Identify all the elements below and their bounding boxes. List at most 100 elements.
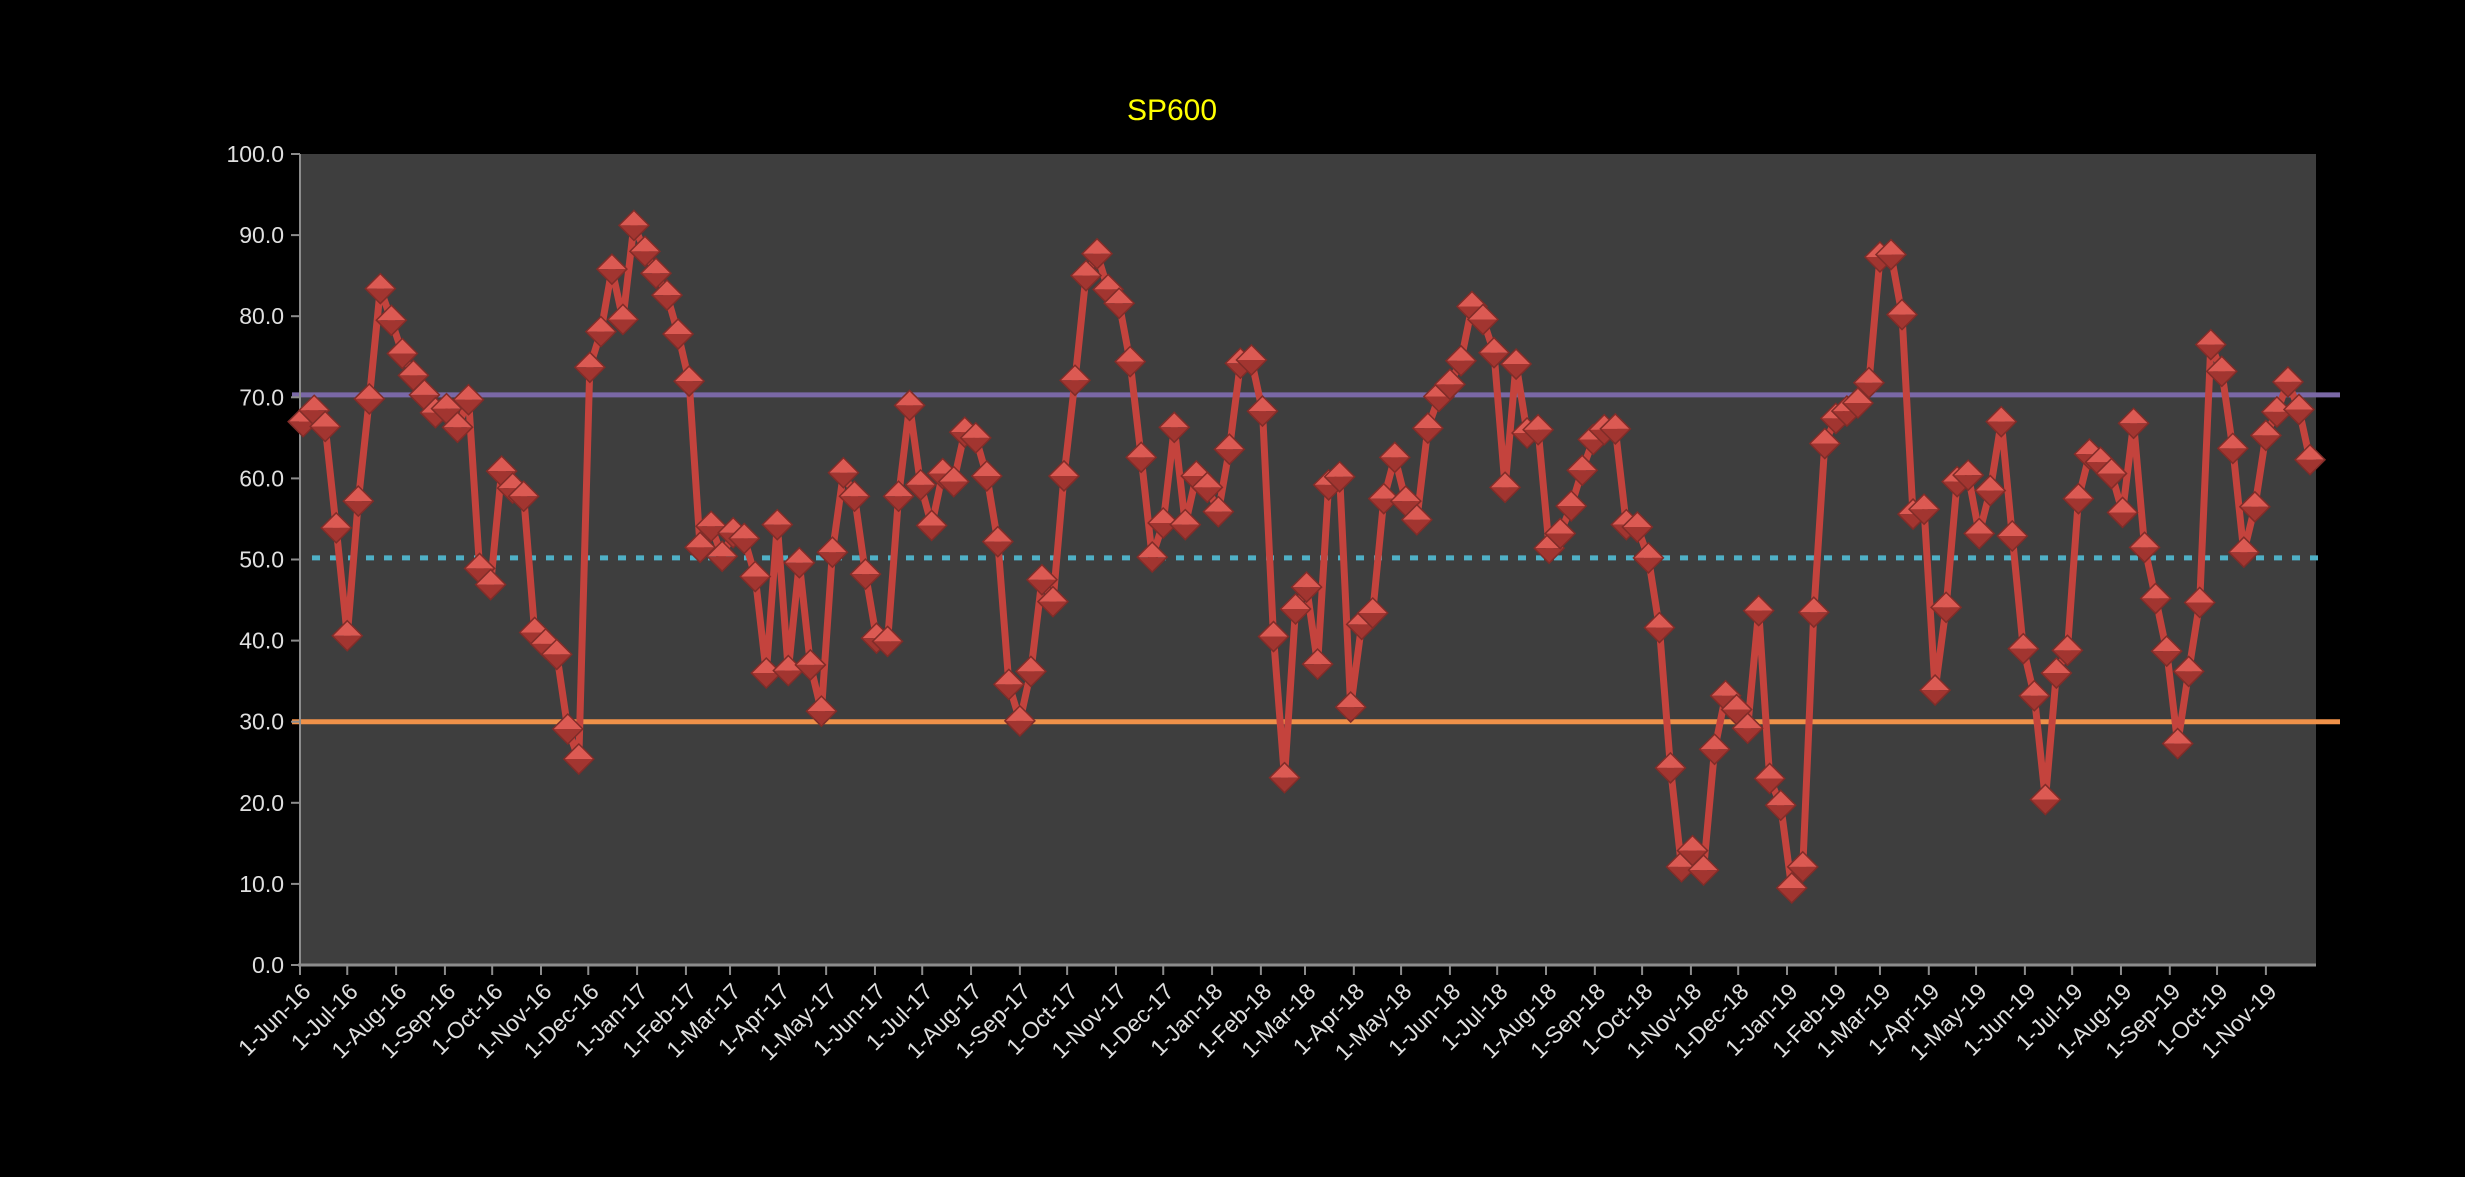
data-point-marker xyxy=(971,475,1002,491)
data-point-marker-outline xyxy=(1643,611,1676,644)
data-point-marker xyxy=(1093,274,1124,290)
data-point-marker-outline xyxy=(309,410,342,443)
data-point-marker xyxy=(1699,749,1730,765)
data-point-marker xyxy=(1258,636,1289,652)
data-point-marker-outline xyxy=(1367,482,1400,515)
data-point-marker-outline xyxy=(827,456,860,489)
data-point-marker xyxy=(1556,490,1587,506)
data-point-marker-outline xyxy=(441,411,474,444)
data-point-marker xyxy=(2129,532,2160,548)
data-point-marker-outline xyxy=(1125,441,1158,474)
data-point-marker xyxy=(1677,850,1708,866)
data-point-marker xyxy=(2250,435,2281,451)
y-tick-label: 20.0 xyxy=(239,790,284,816)
data-point-marker xyxy=(2041,673,2072,689)
data-point-marker-outline xyxy=(2216,432,2249,465)
data-point-marker xyxy=(1390,501,1421,517)
data-point-marker xyxy=(1137,557,1168,573)
data-point-marker xyxy=(1346,624,1377,640)
data-point-marker xyxy=(1677,835,1708,851)
data-point-marker-outline xyxy=(1334,691,1367,724)
data-point-marker xyxy=(2173,671,2204,687)
data-point-marker xyxy=(1037,586,1068,602)
data-point-marker-outline xyxy=(1301,648,1334,681)
data-point-marker xyxy=(1026,579,1057,595)
data-point-marker-outline xyxy=(1047,459,1081,493)
data-point-marker-outline xyxy=(1885,298,1919,331)
data-point-marker xyxy=(332,620,363,636)
data-point-marker xyxy=(1633,557,1664,573)
data-point-marker xyxy=(2052,635,2083,651)
data-point-marker xyxy=(674,366,705,382)
data-point-marker xyxy=(2030,784,2061,800)
data-point-marker xyxy=(993,684,1024,700)
chart-title: SP600 xyxy=(1127,94,1217,127)
data-point-marker xyxy=(1302,664,1333,680)
data-point-marker xyxy=(1236,344,1267,360)
data-point-marker xyxy=(2140,583,2171,599)
data-point-marker-outline xyxy=(2139,582,2172,615)
data-point-marker-outline xyxy=(1356,596,1389,630)
data-point-marker xyxy=(696,511,727,527)
data-point-marker xyxy=(938,466,969,482)
data-point-marker xyxy=(486,471,517,487)
data-point-marker-outline xyxy=(1764,789,1797,822)
data-point-marker-outline xyxy=(639,257,673,290)
data-point-marker xyxy=(354,398,385,414)
data-point-marker xyxy=(1622,527,1653,543)
data-point-marker xyxy=(530,628,561,644)
data-point-marker xyxy=(916,510,947,526)
data-point-marker-outline xyxy=(375,304,408,337)
data-point-marker-outline xyxy=(452,383,485,416)
data-point-marker xyxy=(343,486,374,502)
data-point-marker-outline xyxy=(1930,591,1963,624)
data-point-marker-outline xyxy=(2029,783,2062,816)
data-point-marker xyxy=(1798,597,1829,613)
data-point-marker xyxy=(387,353,418,369)
data-point-marker-outline xyxy=(904,468,937,501)
y-tick-label: 70.0 xyxy=(239,384,284,410)
data-point-marker xyxy=(585,316,616,332)
data-point-marker xyxy=(365,273,396,289)
data-point-marker xyxy=(618,210,649,226)
data-point-marker xyxy=(1280,608,1311,624)
data-point-marker xyxy=(464,553,495,569)
y-tick-label: 50.0 xyxy=(239,547,284,573)
x-axis-labels: 1-Jun-161-Jul-161-Aug-161-Sep-161-Oct-16… xyxy=(233,965,2281,1065)
data-point-marker xyxy=(1434,384,1465,400)
data-point-marker xyxy=(1523,414,1554,430)
data-point-marker xyxy=(2173,656,2204,672)
y-tick-label: 100.0 xyxy=(226,141,284,167)
data-point-marker xyxy=(982,526,1013,542)
data-point-marker-outline xyxy=(882,480,915,513)
data-point-marker-outline xyxy=(1874,238,1908,271)
data-point-marker xyxy=(2272,366,2303,382)
data-point-marker-outline xyxy=(1566,454,1599,487)
series-markers-sp600 xyxy=(287,209,2327,905)
data-point-marker xyxy=(729,523,760,539)
data-point-marker-outline xyxy=(2106,496,2139,529)
data-point-marker xyxy=(574,367,605,383)
data-point-marker-outline xyxy=(1400,503,1433,536)
data-point-marker xyxy=(1809,443,1840,459)
data-point-marker xyxy=(1765,805,1796,821)
data-point-marker xyxy=(541,654,572,670)
data-point-marker xyxy=(1357,598,1388,614)
data-point-marker xyxy=(1875,254,1906,270)
data-point-marker-outline xyxy=(540,638,573,671)
data-point-marker xyxy=(1456,291,1487,307)
data-point-marker-outline xyxy=(2117,407,2150,440)
data-point-marker xyxy=(376,305,407,321)
data-point-marker xyxy=(354,383,385,399)
data-point-marker xyxy=(1798,612,1829,628)
data-point-marker-outline xyxy=(1731,712,1764,745)
data-point-marker-outline xyxy=(2183,586,2216,619)
data-point-marker xyxy=(365,288,396,304)
data-point-marker xyxy=(652,280,683,296)
data-point-marker-outline xyxy=(2051,634,2084,667)
data-point-marker xyxy=(2206,356,2237,372)
data-point-marker xyxy=(1920,675,1951,691)
data-point-marker xyxy=(1710,680,1741,696)
data-point-marker xyxy=(905,484,936,500)
data-point-marker xyxy=(663,319,694,335)
